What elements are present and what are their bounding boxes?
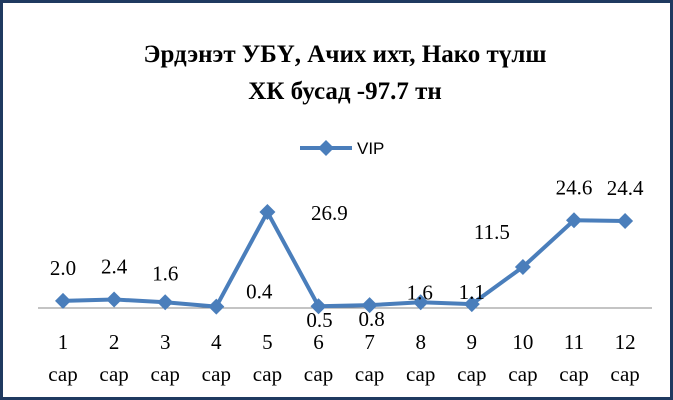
x-tick-label: сар bbox=[48, 362, 77, 386]
data-label: 26.9 bbox=[311, 201, 348, 225]
x-tick-label: сар bbox=[610, 362, 639, 386]
x-tick-label: 6 bbox=[313, 330, 324, 354]
x-tick-label: 8 bbox=[415, 330, 426, 354]
x-tick-label: сар bbox=[202, 362, 231, 386]
data-label: 1.1 bbox=[459, 280, 485, 304]
data-label: 2.4 bbox=[101, 254, 128, 278]
x-tick-label: сар bbox=[304, 362, 333, 386]
marker bbox=[617, 212, 634, 229]
data-label: 2.0 bbox=[50, 256, 76, 280]
x-tick-label: 4 bbox=[211, 330, 222, 354]
data-label: 24.6 bbox=[556, 175, 593, 199]
x-tick-label: 3 bbox=[160, 330, 171, 354]
x-tick-label: сар bbox=[559, 362, 588, 386]
x-tick-label: 1 bbox=[58, 330, 69, 354]
data-label: 0.8 bbox=[358, 307, 384, 331]
chart-title: ХК бусад -97.7 тн bbox=[248, 78, 442, 105]
marker bbox=[208, 298, 225, 315]
data-label: 11.5 bbox=[474, 220, 510, 244]
marker bbox=[259, 204, 276, 221]
data-label: 1.6 bbox=[152, 261, 178, 285]
data-label: 24.4 bbox=[607, 176, 644, 200]
x-tick-label: сар bbox=[355, 362, 384, 386]
x-tick-label: 2 bbox=[109, 330, 120, 354]
x-tick-label: 12 bbox=[615, 330, 636, 354]
x-tick-label: сар bbox=[406, 362, 435, 386]
marker bbox=[463, 296, 480, 313]
data-label: 1.6 bbox=[407, 280, 433, 304]
marker bbox=[412, 294, 429, 311]
x-tick-label: сар bbox=[253, 362, 282, 386]
x-tick-label: сар bbox=[99, 362, 128, 386]
legend-label: VIP bbox=[357, 139, 384, 158]
x-tick-label: 11 bbox=[564, 330, 584, 354]
x-tick-label: 7 bbox=[364, 330, 375, 354]
line bbox=[62, 210, 626, 309]
x-tick-label: 5 bbox=[262, 330, 273, 354]
data-label: 0.5 bbox=[306, 308, 332, 332]
marker bbox=[361, 297, 378, 314]
marker bbox=[566, 212, 582, 229]
x-tick-label: сар bbox=[457, 362, 486, 386]
data-label: 0.4 bbox=[246, 280, 273, 304]
x-tick-label: 10 bbox=[512, 330, 533, 354]
chart-title: Эрдэнэт УБҮ, Ачих ихт, Нако түлш bbox=[144, 41, 547, 68]
marker bbox=[55, 292, 71, 309]
marker bbox=[514, 258, 531, 275]
marker bbox=[106, 291, 123, 308]
marker bbox=[157, 294, 174, 311]
x-tick-label: сар bbox=[150, 362, 179, 386]
x-tick-label: сар bbox=[508, 362, 537, 386]
legend-marker bbox=[318, 140, 334, 156]
marker bbox=[310, 298, 327, 315]
x-tick-label: 9 bbox=[467, 330, 478, 354]
